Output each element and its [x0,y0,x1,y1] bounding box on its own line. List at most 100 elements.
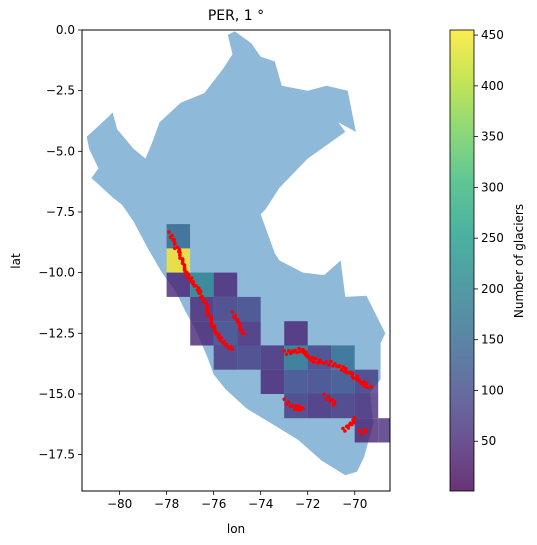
glacier-point [205,310,210,315]
heatmap-cell [354,393,379,419]
glacier-point [366,385,371,390]
y-axis-label: lat [9,253,23,269]
glacier-point [182,267,187,271]
y-tick-label: −5.0 [46,144,75,158]
glacier-point [197,290,201,295]
heatmap-cell [260,369,285,394]
heatmap-cell [213,272,238,297]
glacier-point [182,263,187,267]
glacier-point [346,426,351,430]
glacier-point [286,400,291,404]
glacier-point [230,310,235,314]
heatmap-cell [331,369,355,394]
glacier-point [341,365,346,369]
glacier-point [360,432,364,436]
y-tick-label: −17.5 [38,448,75,462]
glacier-point [212,324,217,328]
glacier-point [242,331,246,336]
glacier-point [233,313,238,318]
glacier-point [341,426,345,431]
glacier-point [363,384,367,389]
glacier-point [295,350,300,355]
glacier-point [293,407,297,411]
glacier-point [352,420,356,425]
glacier-point [327,363,331,367]
glacier-point [222,339,227,344]
map-layer [86,31,390,476]
glacier-point [291,404,295,409]
glacier-point [167,230,171,234]
heatmap-cell [166,224,191,249]
glacier-point [177,248,182,252]
glacier-point [225,344,229,348]
glacier-point [228,344,233,349]
heatmap-cell [378,418,390,443]
heatmap-cell [166,272,191,297]
x-axis-label: lon [227,522,245,536]
x-tick-label: −72 [295,497,320,511]
heatmap-cell [284,321,308,346]
glacier-point [170,233,174,238]
x-tick-label: −76 [201,497,226,511]
y-tick-label: −10.0 [38,266,75,280]
glacier-point [357,429,362,433]
glacier-point [301,406,305,411]
colorbar-tick-label: 400 [481,79,504,93]
glacier-point [297,408,302,412]
glacier-point [355,374,360,379]
x-tick-label: −70 [342,497,367,511]
glacier-point [333,362,337,366]
glacier-point [180,260,185,265]
colorbar-axis: 50 100 150 200 250 300 350 400 450 [474,28,504,448]
glacier-point [206,306,210,311]
glacier-point [173,246,177,251]
x-tick-label: −74 [248,497,273,511]
heatmap-cell [237,296,261,322]
chart-title: PER, 1 ° [208,8,264,24]
heatmap-cell [284,369,308,394]
colorbar-frame [449,29,475,492]
colorbar-tick-label: 150 [481,333,504,347]
y-tick-label: 0.0 [56,23,75,37]
colorbar-label: Number of glaciers [512,204,526,318]
y-tick-label: −2.5 [46,84,75,98]
colorbar-tick-label: 450 [481,28,504,42]
glacier-point [331,403,336,407]
heatmap-cell [213,345,238,370]
glacier-point [297,346,301,351]
glacier-point [282,397,287,402]
glacier-point [310,355,315,360]
glacier-point [286,348,291,353]
heatmap-cell [190,321,214,346]
glacier-point [364,428,369,433]
glacier-point [369,384,374,389]
y-tick-label: −7.5 [46,205,75,219]
glacier-point [200,294,204,299]
glacier-point [313,356,318,361]
glacier-point [350,371,355,376]
glacier-point [351,376,356,380]
glacier-point [337,364,342,368]
glacier-point [332,400,337,404]
glacier-point [324,360,329,364]
glacier-point [238,323,242,327]
glacier-point [362,380,366,384]
glacier-point [328,360,333,364]
glacier-point [189,276,194,280]
x-axis: −80 −78 −76 −74 −72 −70 [107,491,367,511]
y-tick-label: −12.5 [38,326,75,340]
colorbar-tick-label: 300 [481,180,504,194]
glacier-point [203,300,208,305]
glacier-point [219,336,224,340]
plot-frame [81,29,391,492]
glacier-point [196,286,201,290]
heatmap-cell [331,393,355,419]
glacier-point [173,242,177,246]
glacier-point [344,370,349,375]
heatmap-cell [307,369,332,394]
colorbar [450,30,474,491]
y-axis: 0.0 −2.5 −5.0 −7.5 −10.0 −12.5 −15.0 −17.5 [38,23,82,462]
heatmap-cell [213,296,238,322]
heatmap-cell [260,345,285,370]
